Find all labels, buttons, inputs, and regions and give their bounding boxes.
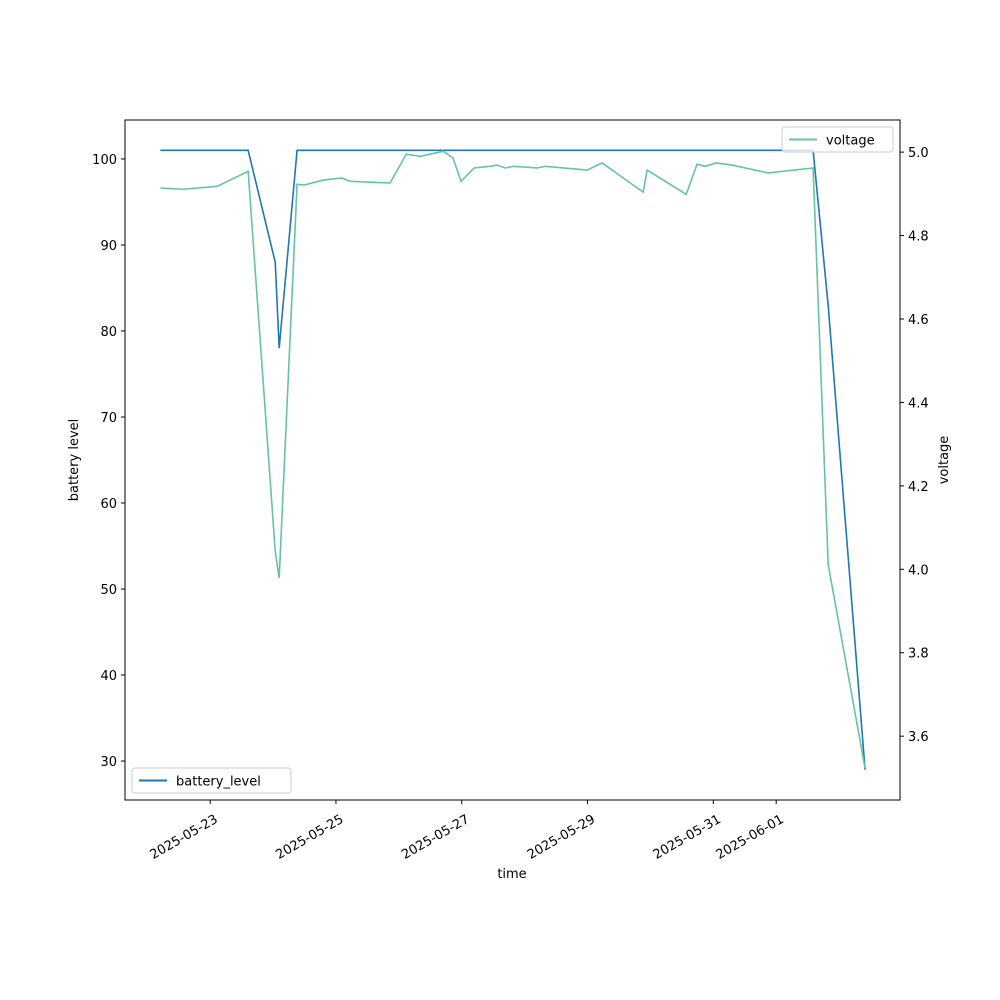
x-tick-label: 2025-05-27 xyxy=(399,812,472,863)
y-axis-label: battery level xyxy=(67,419,82,502)
legend: voltage xyxy=(781,126,894,153)
x-tick-label: 2025-05-25 xyxy=(273,812,346,863)
legend: battery_level xyxy=(131,767,292,794)
y-tick-label: 80 xyxy=(100,325,117,340)
y-tick-label: 100 xyxy=(92,153,117,168)
legend-label: voltage xyxy=(826,134,875,149)
y2-tick-label: 4.6 xyxy=(908,313,929,328)
y2-tick-label: 4.0 xyxy=(908,563,929,578)
y-tick-label: 90 xyxy=(100,239,117,254)
y-tick-label: 40 xyxy=(100,669,117,684)
y2-tick-label: 4.2 xyxy=(908,480,929,495)
y2-tick-label: 3.8 xyxy=(908,647,929,662)
y2-tick-label: 5.0 xyxy=(908,146,929,161)
line-series xyxy=(160,149,866,770)
y2-tick-label: 4.4 xyxy=(908,396,929,411)
x-tick-label: 2025-06-01 xyxy=(714,812,787,863)
x-axis-label: time xyxy=(497,867,526,882)
y-tick-label: 70 xyxy=(100,411,117,426)
line-series xyxy=(160,150,866,769)
x-tick-label: 2025-05-23 xyxy=(148,812,221,863)
x-tick-label: 2025-05-31 xyxy=(651,812,724,863)
y2-tick-label: 3.6 xyxy=(908,730,929,745)
legend-box xyxy=(131,767,292,794)
x-tick-label: 2025-05-29 xyxy=(525,812,598,863)
legend-box xyxy=(781,126,894,153)
y2-axis-label: voltage xyxy=(937,436,952,485)
legend-label: battery_level xyxy=(176,775,261,790)
y2-tick-label: 4.8 xyxy=(908,230,929,245)
plot-frame xyxy=(124,119,901,801)
y-tick-label: 30 xyxy=(100,755,117,770)
y-tick-label: 60 xyxy=(100,497,117,512)
y-tick-label: 50 xyxy=(100,583,117,598)
